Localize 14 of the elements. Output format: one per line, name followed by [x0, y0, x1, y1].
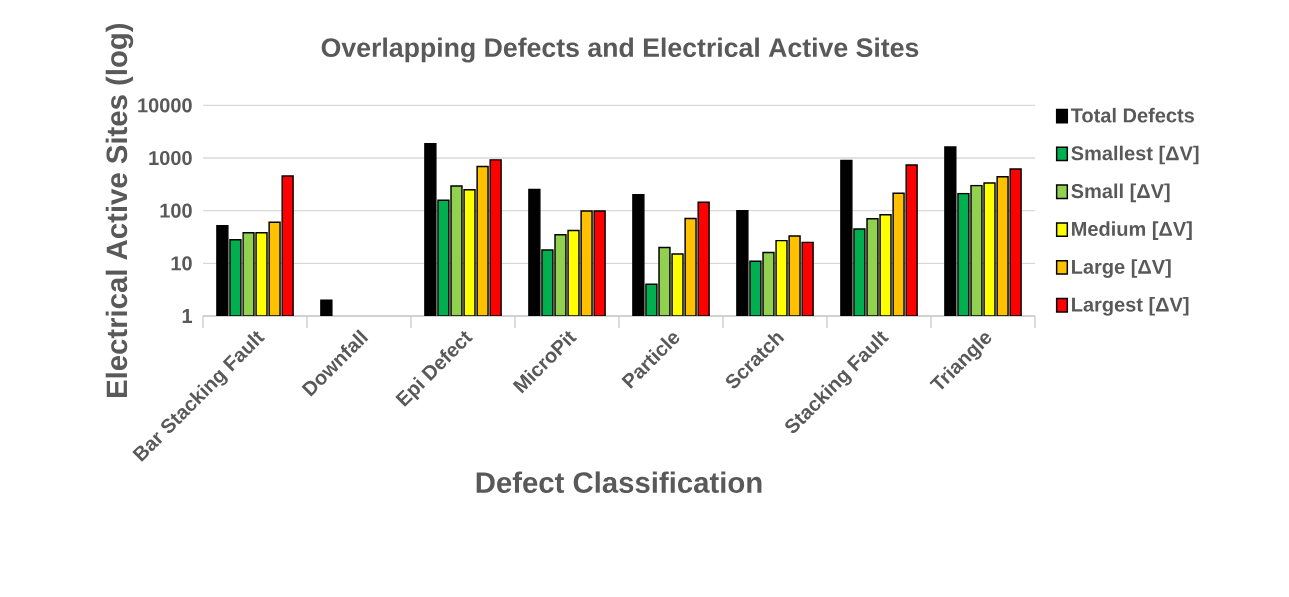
y-tick-label: 1 [182, 309, 193, 323]
legend-label: Medium [ΔV] [1072, 221, 1192, 240]
x-axis-title: Defect Classification [476, 471, 762, 493]
legend-label: Small [ΔV] [1071, 183, 1170, 203]
y-tick-label: 10 [171, 256, 192, 271]
y-tick-label: 10000 [138, 98, 192, 113]
y-tick-label: 1000 [149, 150, 192, 166]
legend-label: Smallest [ΔV] [1071, 145, 1199, 165]
y-tick-label: 100 [160, 203, 192, 218]
legend-label: Large [ΔV] [1072, 259, 1171, 278]
legend-label: Total Defects [1070, 107, 1194, 123]
legend-label: Largest [ΔV] [1072, 296, 1189, 316]
chart-title: Overlapping Defects and Electrical Active Sites [321, 37, 919, 63]
y-axis-title: Electrical Active Sites (log) [105, 23, 134, 397]
